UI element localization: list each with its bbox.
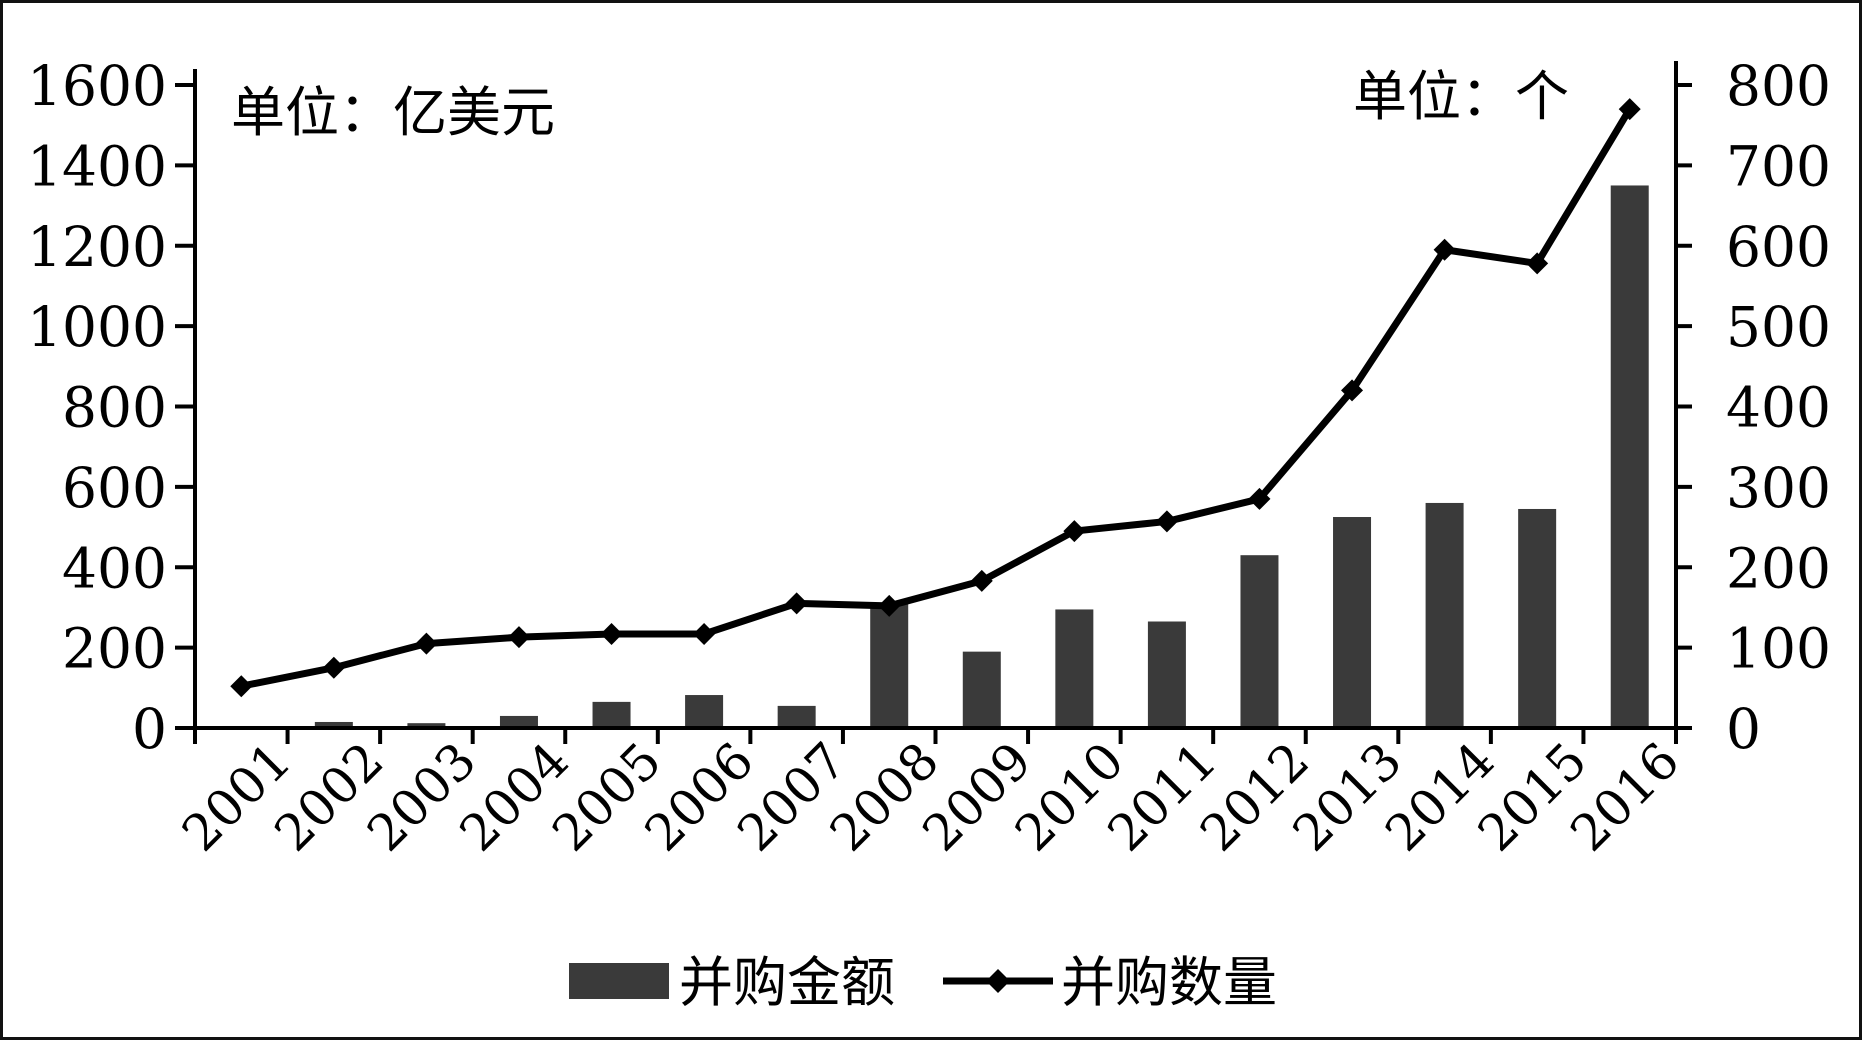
x-tick-label-2014: 2014 <box>1374 731 1505 862</box>
right-tick-label-800: 800 <box>1726 54 1831 118</box>
left-tick-label-200: 200 <box>62 617 167 681</box>
left-tick-label-1000: 1000 <box>27 295 167 359</box>
x-tick-label-2004: 2004 <box>449 731 580 862</box>
x-tick-label-2009: 2009 <box>912 731 1043 862</box>
line-point-2004 <box>507 626 530 649</box>
x-tick-label-2005: 2005 <box>541 731 672 862</box>
line-point-2013 <box>1341 379 1364 402</box>
right-tick-label-600: 600 <box>1726 215 1831 279</box>
left-tick-label-1200: 1200 <box>27 215 167 279</box>
x-tick-label-2007: 2007 <box>726 731 857 862</box>
line-point-2009 <box>970 569 993 592</box>
line-point-2014 <box>1433 238 1456 261</box>
bar-2011 <box>1147 621 1186 728</box>
bar-2007 <box>777 705 816 728</box>
x-tick-label-2011: 2011 <box>1097 731 1228 862</box>
left-tick-label-1400: 1400 <box>27 134 167 198</box>
line-point-2007 <box>785 592 808 615</box>
bar-2008 <box>870 603 909 728</box>
line-point-2003 <box>415 632 438 655</box>
line-point-2005 <box>600 622 623 645</box>
legend-label-count: 并购数量 <box>1061 951 1277 1014</box>
bar-2012 <box>1240 555 1279 728</box>
line-point-2002 <box>322 656 345 679</box>
x-tick-label-2003: 2003 <box>356 731 487 862</box>
line-series-path <box>240 107 1633 690</box>
right-tick-label-200: 200 <box>1726 536 1831 600</box>
x-tick-label-2012: 2012 <box>1189 731 1320 862</box>
axes-layer: 0 200 400 600 800 1000 1200 1400 1600 0 100 200 300 4… <box>27 54 1831 862</box>
bar-2006 <box>685 695 724 728</box>
legend-bar-swatch <box>569 963 669 999</box>
left-tick-label-1600: 1600 <box>27 54 167 118</box>
right-tick-label-0: 0 <box>1726 697 1761 761</box>
bar-2004 <box>499 715 538 728</box>
ma-chart: 0 200 400 600 800 1000 1200 1400 1600 0 100 200 300 4… <box>27 54 1831 1014</box>
line-point-2006 <box>693 622 716 645</box>
left-tick-label-800: 800 <box>62 376 167 440</box>
legend: 并购金额 并购数量 <box>569 951 1277 1014</box>
right-axis-unit-label: 单位：个 <box>1353 65 1569 128</box>
bar-2002 <box>314 721 353 728</box>
left-tick-label-0: 0 <box>132 697 167 761</box>
bar-2010 <box>1055 609 1094 728</box>
x-tick-label-2001: 2001 <box>171 731 302 862</box>
right-tick-label-100: 100 <box>1726 617 1831 681</box>
x-tick-label-2008: 2008 <box>819 731 950 862</box>
line-point-2008 <box>878 594 901 617</box>
x-tick-label-2002: 2002 <box>264 731 395 862</box>
line-series-layer <box>230 98 1641 698</box>
bar-2009 <box>962 651 1001 728</box>
bar-2013 <box>1333 517 1372 728</box>
right-tick-label-500: 500 <box>1726 295 1831 359</box>
line-point-2001 <box>230 675 253 698</box>
left-axis-unit-label: 单位：亿美元 <box>231 81 555 144</box>
bar-2014 <box>1425 502 1464 728</box>
line-point-2010 <box>1063 520 1086 543</box>
right-tick-label-400: 400 <box>1726 376 1831 440</box>
left-tick-label-600: 600 <box>62 456 167 520</box>
right-tick-label-700: 700 <box>1726 134 1831 198</box>
line-point-2012 <box>1248 487 1271 510</box>
bar-2005 <box>592 701 631 728</box>
line-point-2011 <box>1155 510 1178 533</box>
line-point-2015 <box>1526 252 1549 275</box>
x-tick-label-2016: 2016 <box>1559 731 1690 862</box>
bar-2015 <box>1518 508 1557 728</box>
bar-2016 <box>1610 185 1649 728</box>
bar-series-layer <box>222 185 1649 728</box>
x-tick-label-2010: 2010 <box>1004 731 1135 862</box>
legend-diamond-marker <box>986 969 1010 993</box>
bar-2003 <box>407 723 446 728</box>
x-tick-label-2013: 2013 <box>1282 731 1413 862</box>
legend-label-amount: 并购金额 <box>679 951 895 1014</box>
right-tick-label-300: 300 <box>1726 456 1831 520</box>
x-tick-label-2015: 2015 <box>1467 731 1598 862</box>
left-tick-label-400: 400 <box>62 536 167 600</box>
line-point-2016 <box>1618 98 1641 121</box>
x-tick-label-2006: 2006 <box>634 731 765 862</box>
